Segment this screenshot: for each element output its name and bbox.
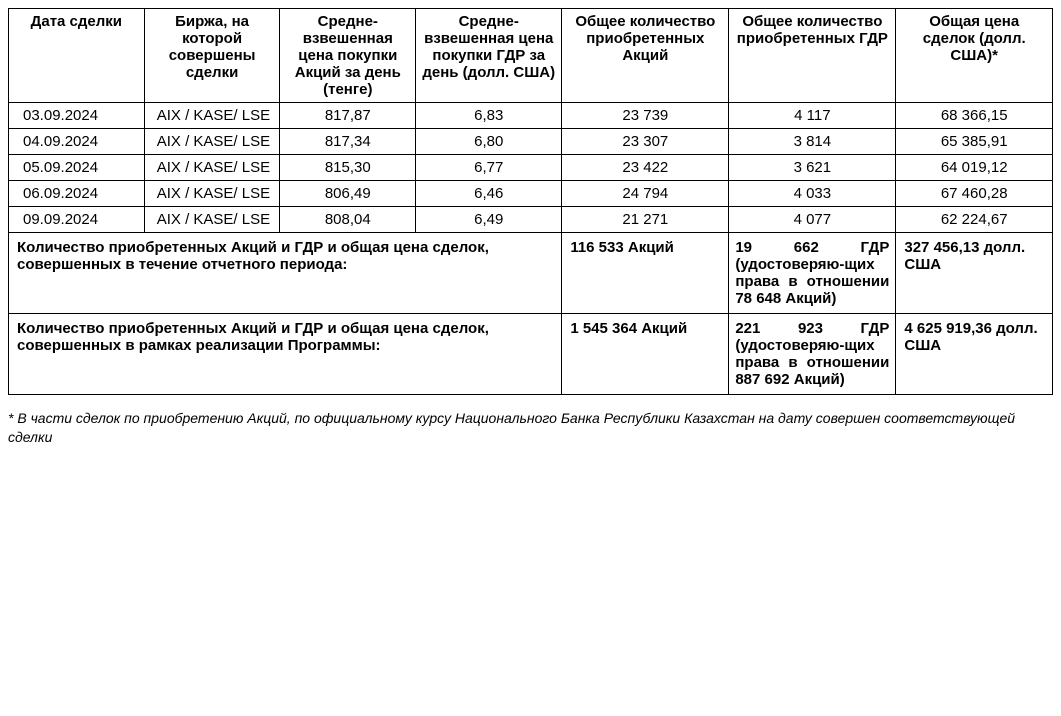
transactions-table: Дата сделки Биржа, на которой совершены … xyxy=(8,8,1053,395)
summary-row-program: Количество приобретенных Акций и ГДР и о… xyxy=(9,314,1053,395)
cell-date: 06.09.2024 xyxy=(9,181,145,207)
cell-exchange: AIX / KASE/ LSE xyxy=(144,129,280,155)
cell-exchange: AIX / KASE/ LSE xyxy=(144,181,280,207)
cell-gdr: 4 033 xyxy=(729,181,896,207)
cell-price-usd: 6,83 xyxy=(416,103,562,129)
footnote-text: * В части сделок по приобретению Акций, … xyxy=(8,409,1053,447)
cell-gdr: 4 117 xyxy=(729,103,896,129)
table-row: 05.09.2024 AIX / KASE/ LSE 815,30 6,77 2… xyxy=(9,155,1053,181)
cell-shares: 23 307 xyxy=(562,129,729,155)
cell-price-usd: 6,49 xyxy=(416,207,562,233)
cell-gdr: 3 814 xyxy=(729,129,896,155)
cell-shares: 24 794 xyxy=(562,181,729,207)
summary-program-label: Количество приобретенных Акций и ГДР и о… xyxy=(9,314,562,395)
table-row: 04.09.2024 AIX / KASE/ LSE 817,34 6,80 2… xyxy=(9,129,1053,155)
table-header-row: Дата сделки Биржа, на которой совершены … xyxy=(9,9,1053,103)
cell-exchange: AIX / KASE/ LSE xyxy=(144,207,280,233)
cell-shares: 23 422 xyxy=(562,155,729,181)
col-header-price-kzt: Средне-взвешенная цена покупки Акций за … xyxy=(280,9,416,103)
cell-total: 68 366,15 xyxy=(896,103,1053,129)
summary-period-total: 327 456,13 долл. США xyxy=(896,233,1053,314)
col-header-gdr: Общее количество приобретенных ГДР xyxy=(729,9,896,103)
summary-row-period: Количество приобретенных Акций и ГДР и о… xyxy=(9,233,1053,314)
summary-program-gdr: 221 923 ГДР (удостоверяю-щих права в отн… xyxy=(729,314,896,395)
cell-price-kzt: 817,87 xyxy=(280,103,416,129)
summary-period-shares: 116 533 Акций xyxy=(562,233,729,314)
table-row: 03.09.2024 AIX / KASE/ LSE 817,87 6,83 2… xyxy=(9,103,1053,129)
table-row: 09.09.2024 AIX / KASE/ LSE 808,04 6,49 2… xyxy=(9,207,1053,233)
col-header-price-usd: Средне-взвешенная цена покупки ГДР за де… xyxy=(416,9,562,103)
cell-total: 67 460,28 xyxy=(896,181,1053,207)
col-header-date: Дата сделки xyxy=(9,9,145,103)
cell-price-usd: 6,77 xyxy=(416,155,562,181)
cell-total: 62 224,67 xyxy=(896,207,1053,233)
cell-shares: 23 739 xyxy=(562,103,729,129)
cell-price-kzt: 806,49 xyxy=(280,181,416,207)
cell-gdr: 4 077 xyxy=(729,207,896,233)
summary-program-shares: 1 545 364 Акций xyxy=(562,314,729,395)
cell-total: 65 385,91 xyxy=(896,129,1053,155)
summary-program-total: 4 625 919,36 долл. США xyxy=(896,314,1053,395)
cell-exchange: AIX / KASE/ LSE xyxy=(144,103,280,129)
cell-exchange: AIX / KASE/ LSE xyxy=(144,155,280,181)
col-header-exchange: Биржа, на которой совершены сделки xyxy=(144,9,280,103)
cell-total: 64 019,12 xyxy=(896,155,1053,181)
cell-gdr: 3 621 xyxy=(729,155,896,181)
cell-date: 09.09.2024 xyxy=(9,207,145,233)
cell-price-usd: 6,80 xyxy=(416,129,562,155)
cell-price-kzt: 808,04 xyxy=(280,207,416,233)
summary-period-gdr: 19 662 ГДР (удостоверяю-щих права в отно… xyxy=(729,233,896,314)
cell-price-kzt: 815,30 xyxy=(280,155,416,181)
cell-price-usd: 6,46 xyxy=(416,181,562,207)
cell-shares: 21 271 xyxy=(562,207,729,233)
col-header-shares: Общее количество приобретенных Акций xyxy=(562,9,729,103)
cell-price-kzt: 817,34 xyxy=(280,129,416,155)
cell-date: 03.09.2024 xyxy=(9,103,145,129)
cell-date: 04.09.2024 xyxy=(9,129,145,155)
col-header-total: Общая цена сделок (долл. США)* xyxy=(896,9,1053,103)
cell-date: 05.09.2024 xyxy=(9,155,145,181)
summary-period-label: Количество приобретенных Акций и ГДР и о… xyxy=(9,233,562,314)
table-row: 06.09.2024 AIX / KASE/ LSE 806,49 6,46 2… xyxy=(9,181,1053,207)
